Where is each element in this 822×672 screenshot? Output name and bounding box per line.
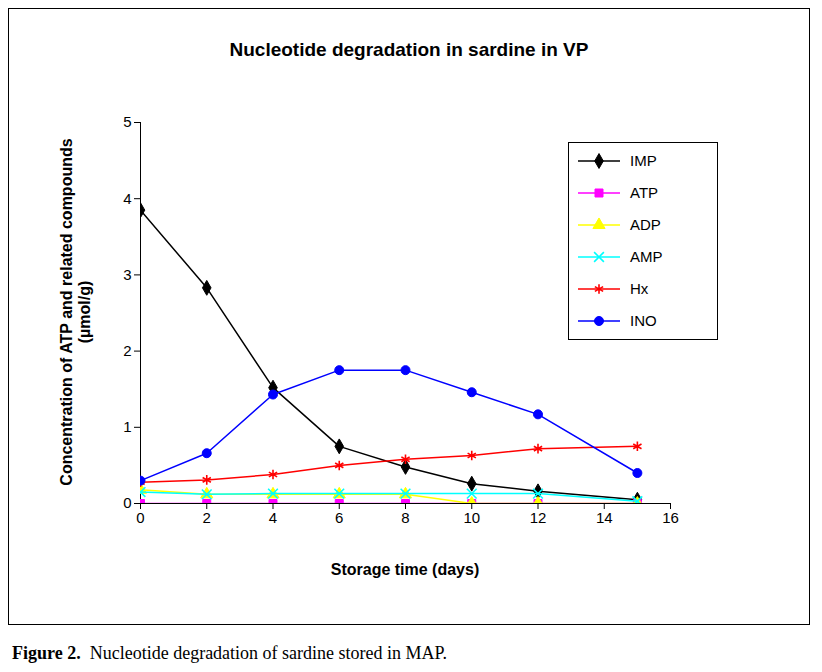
- svg-text:ADP: ADP: [630, 216, 661, 233]
- svg-text:2: 2: [123, 342, 131, 359]
- svg-text:4: 4: [269, 509, 277, 526]
- svg-text:1: 1: [123, 418, 131, 435]
- svg-text:10: 10: [463, 509, 480, 526]
- svg-text:8: 8: [401, 509, 409, 526]
- svg-text:6: 6: [335, 509, 343, 526]
- svg-text:0: 0: [136, 509, 144, 526]
- svg-text:Hx: Hx: [630, 280, 649, 297]
- svg-text:5: 5: [123, 113, 131, 130]
- svg-text:2: 2: [203, 509, 211, 526]
- html-text:Storage time (days): Storage time (days): [330, 561, 480, 578]
- svg-text:0: 0: [123, 494, 131, 511]
- svg-text:ATP: ATP: [630, 184, 658, 201]
- html-text:Nucleotide degradation in sard: Nucleotide degradation in sardine in VP: [229, 39, 589, 60]
- html-text:Concentration of ATP and relat: Concentration of ATP and related compoun…: [58, 138, 93, 486]
- svg-text:INO: INO: [630, 312, 657, 329]
- svg-text:4: 4: [123, 190, 131, 207]
- svg-text:AMP: AMP: [630, 248, 663, 265]
- html-text:Figure 2. Nucleotide degradati: Figure 2. Nucleotide degradation of sard…: [12, 643, 448, 663]
- svg-text:3: 3: [123, 266, 131, 283]
- svg-text:16: 16: [662, 509, 679, 526]
- svg-text:14: 14: [596, 509, 613, 526]
- svg-text:IMP: IMP: [630, 152, 657, 169]
- svg-text:12: 12: [530, 509, 547, 526]
